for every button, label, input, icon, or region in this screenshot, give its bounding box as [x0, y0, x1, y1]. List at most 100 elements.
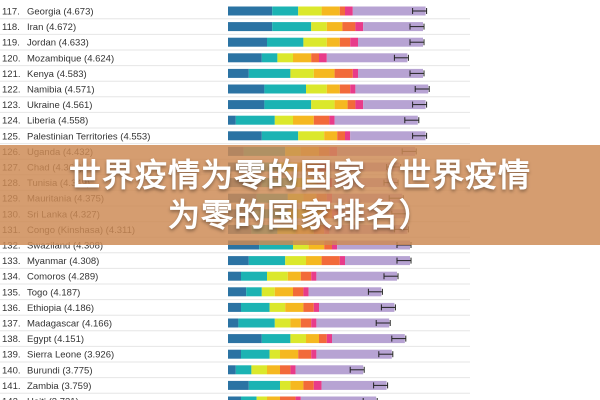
bar-segment: [285, 302, 304, 312]
bar-segment: [267, 271, 288, 281]
rank-label: 122.: [2, 85, 21, 96]
bar-segment: [332, 334, 405, 344]
bar-segment: [329, 115, 335, 125]
bar-segment: [313, 302, 319, 312]
bar-segment: [228, 115, 236, 125]
bar-segment: [293, 53, 312, 63]
bar-segment: [248, 256, 286, 266]
bar-segment: [334, 100, 348, 110]
rank-label: 142.: [2, 397, 21, 400]
rank-label: 133.: [2, 256, 21, 267]
bar-segment: [326, 37, 340, 47]
bar-segment: [267, 396, 280, 400]
bar-segment: [306, 84, 327, 94]
bar-segment: [228, 334, 262, 344]
bar-segment: [326, 53, 408, 63]
bar-segment: [228, 349, 241, 359]
bar-segment: [228, 365, 236, 375]
bar-segment: [228, 287, 247, 297]
bar-segment: [326, 334, 332, 344]
bar-segment: [290, 68, 314, 78]
bar-segment: [298, 131, 325, 141]
rank-label: 139.: [2, 350, 21, 361]
rank-label: 136.: [2, 303, 21, 314]
bar-segment: [228, 6, 273, 16]
bar-segment: [316, 318, 390, 328]
country-label: Zambia (3.759): [27, 381, 91, 392]
bar-segment: [261, 131, 299, 141]
rank-label: 140.: [2, 365, 21, 376]
bar-segment: [352, 6, 426, 16]
bar-segment: [235, 115, 275, 125]
bar-segment: [228, 318, 239, 328]
bar-segment: [334, 68, 353, 78]
bar-segment: [274, 287, 293, 297]
country-label: Swaziland (4.308): [27, 241, 103, 252]
bar-segment: [290, 318, 301, 328]
bar-segment: [326, 84, 340, 94]
bar-segment: [363, 100, 426, 110]
bar-segment: [285, 256, 306, 266]
rank-label: 137.: [2, 319, 21, 330]
bar-segment: [269, 302, 286, 312]
bar-segment: [345, 256, 410, 266]
country-label: Burundi (3.775): [27, 365, 92, 376]
bar-segment: [306, 256, 322, 266]
country-label: Haiti (3.721): [27, 397, 79, 400]
bar-segment: [274, 318, 291, 328]
bar-segment: [290, 365, 296, 375]
rank-label: 124.: [2, 116, 21, 127]
bar-segment: [241, 302, 270, 312]
bar-segment: [228, 22, 273, 32]
bar-segment: [290, 334, 306, 344]
rank-label: 117.: [2, 7, 20, 18]
rank-label: 123.: [2, 100, 21, 111]
country-label: Comoros (4.289): [27, 272, 98, 283]
bar-segment: [267, 365, 280, 375]
country-label: Togo (4.187): [27, 287, 80, 298]
bar-segment: [259, 240, 293, 250]
rank-label: 134.: [2, 272, 21, 283]
banner-title-line-2: 为零的国家排名）: [167, 196, 432, 234]
bar-segment: [293, 287, 304, 297]
rank-label: 119.: [2, 38, 20, 49]
bar-segment: [345, 6, 353, 16]
bar-segment: [228, 302, 241, 312]
bar-segment: [342, 22, 356, 32]
rank-label: 118.: [2, 22, 20, 33]
bar-segment: [241, 271, 267, 281]
title-banner: 世界疫情为零的国家（世界疫情 为零的国家排名）: [0, 145, 600, 245]
banner-title-line-1: 世界疫情为零的国家（世界疫情: [68, 156, 531, 194]
bar-segment: [313, 115, 330, 125]
rank-label: 132.: [2, 241, 21, 252]
country-label: Ukraine (4.561): [27, 100, 92, 111]
country-label: Ethiopia (4.186): [27, 303, 94, 314]
bar-segment: [298, 6, 322, 16]
bar-segment: [280, 365, 291, 375]
rank-label: 121.: [2, 69, 21, 80]
bar-segment: [274, 115, 293, 125]
rank-label: 135.: [2, 287, 21, 298]
bar-segment: [350, 84, 356, 94]
bar-segment: [280, 349, 299, 359]
bar-segment: [272, 22, 312, 32]
bar-segment: [246, 287, 262, 297]
bar-segment: [300, 318, 312, 328]
country-label: Palestinian Territories (4.553): [27, 131, 150, 142]
bar-segment: [228, 37, 267, 47]
bar-segment: [313, 68, 335, 78]
bar-segment: [248, 68, 291, 78]
bar-segment: [326, 22, 343, 32]
bar-segment: [313, 380, 322, 390]
rank-label: 125.: [2, 131, 21, 142]
bar-segment: [295, 396, 301, 400]
country-label: Sierra Leone (3.926): [27, 350, 114, 361]
country-label: Myanmar (4.308): [27, 256, 99, 267]
bar-segment: [238, 318, 275, 328]
bar-segment: [235, 365, 252, 375]
bar-segment: [300, 271, 312, 281]
bar-segment: [321, 380, 387, 390]
country-label: Jordan (4.633): [27, 38, 89, 49]
bar-segment: [248, 380, 280, 390]
